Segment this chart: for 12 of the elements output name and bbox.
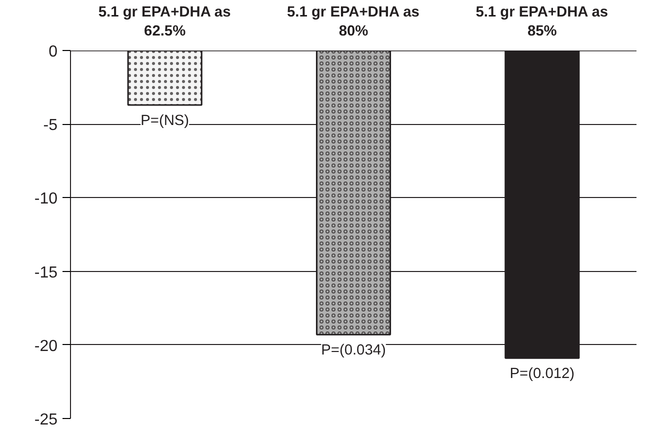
annotation: P=(NS) bbox=[140, 112, 190, 129]
y-tick-label: -20 bbox=[34, 338, 58, 355]
x-tick-label: 5.1 gr EPA+DHA as 85% bbox=[476, 4, 608, 40]
annotation: P=(0.034) bbox=[321, 342, 386, 359]
y-tick-label: 0 bbox=[48, 44, 58, 60]
annotation: P=(0.012) bbox=[510, 366, 575, 382]
y-tick-label: -10 bbox=[34, 190, 58, 208]
y-tick-label: -15 bbox=[34, 264, 58, 282]
y-tick-label: -25 bbox=[34, 412, 58, 428]
y-tick-label: -5 bbox=[43, 117, 58, 134]
x-tick-label: 5.1 gr EPA+DHA as 80% bbox=[287, 4, 420, 40]
x-tick-label: 5.1 gr EPA+DHA as 62.5% bbox=[98, 4, 231, 40]
